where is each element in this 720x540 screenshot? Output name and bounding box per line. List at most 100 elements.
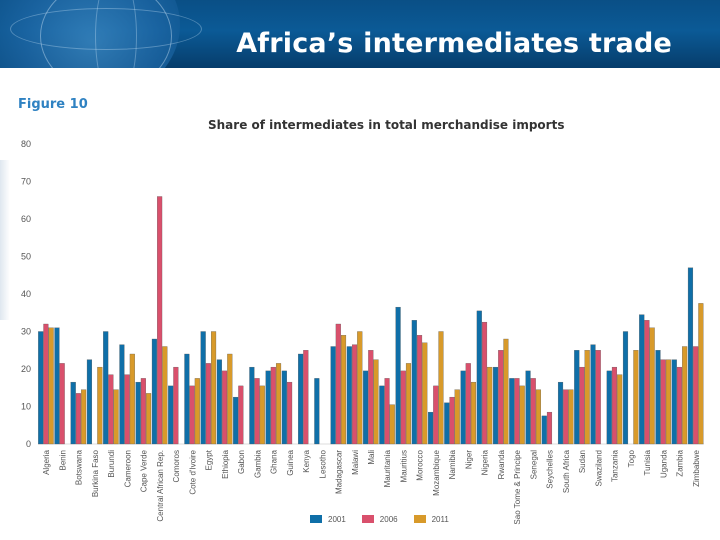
y-tick-label: 60 [21,214,31,224]
x-tick-label: South Africa [562,449,571,493]
x-tick-label: Madagascar [335,450,344,494]
bar-2011 [438,331,444,445]
y-tick-label: 30 [21,327,31,337]
bar-2006 [205,363,211,445]
bar-2001 [606,370,612,445]
bar-2001 [38,331,44,445]
bar-2001 [574,350,580,445]
legend-label: 2001 [328,514,346,524]
bar-2006 [481,321,488,445]
bar-2006 [660,359,666,445]
bar-2011 [487,366,493,445]
bar-2011 [97,366,103,445]
bar-2011 [535,389,541,445]
x-tick-label: Tunisia [643,449,652,475]
bar-2001 [135,381,141,445]
x-tick-label: Sao Tome & Principe [513,449,522,524]
bar-2011 [275,363,282,445]
bar-2001 [687,267,694,445]
bar-2001 [622,331,629,445]
bar-2001 [330,346,336,445]
x-tick-label: Cote d'Ivoire [188,449,197,494]
bar-2006 [43,323,49,445]
bar-2011 [568,389,574,445]
bar-2001 [151,338,157,445]
x-tick-label: Mali [367,450,376,465]
bar-2006 [108,374,114,445]
bar-2006 [595,350,601,445]
bar-2001 [476,310,482,445]
bar-2001 [493,366,499,445]
bar-2001 [444,402,450,445]
bar-2001 [265,370,271,445]
bar-2006 [530,378,536,445]
bar-2011 [682,346,688,445]
bar-2011 [81,389,87,445]
bar-2006 [75,393,81,445]
y-tick-label: 50 [21,252,31,262]
x-tick-label: Togo [627,449,636,467]
legend-swatch [413,515,426,523]
legend-item: 2011 [413,514,449,524]
bar-2006 [124,374,130,445]
bar-2001 [200,331,206,445]
bar-2011 [227,353,233,445]
y-tick-label: 10 [21,402,31,412]
bar-2001 [103,331,109,445]
bar-2011 [698,303,704,445]
bar-2001 [525,370,531,445]
bar-2011 [422,342,428,445]
y-tick-label: 70 [21,177,31,187]
x-tick-label: Sudan [578,450,587,473]
bar-2006 [140,378,146,445]
bar-2006 [189,385,195,445]
legend-label: 2006 [379,514,398,524]
x-tick-label: Comoros [172,450,181,482]
x-tick-label: Malawi [351,450,360,475]
bar-2011 [48,327,54,445]
x-tick-label: Namibia [448,449,457,479]
bar-2006 [416,335,423,445]
legend-swatch [361,515,374,523]
bar-2001 [395,306,401,445]
chart-title: Share of intermediates in total merchand… [208,118,565,132]
x-tick-label: Ghana [270,449,279,474]
bar-2001 [54,327,60,445]
chart-legend: 2001 2006 2011 [310,512,465,526]
legend-swatch [310,515,322,523]
x-tick-label: Botswana [75,449,84,485]
bar-2011 [665,359,671,445]
bar-2001 [86,359,93,445]
globe-gridline [95,0,137,68]
bar-2011 [340,335,347,445]
bar-2011 [259,385,265,445]
figure-label: Figure 10 [18,97,88,112]
legend-item: 2001 [310,515,346,524]
bar-2006 [693,346,699,445]
bar-2001 [70,381,76,445]
bar-2006 [173,366,179,445]
title-banner: Africa’s intermediates trade [0,0,720,68]
bar-2001 [233,396,239,445]
bar-2011 [146,393,152,445]
bar-2011 [405,363,412,445]
x-tick-label: Central African Rep. [156,450,165,522]
bar-2006 [384,378,390,445]
bar-2006 [676,366,682,445]
x-tick-label: Ethiopia [221,449,230,478]
legend-label: 2011 [431,514,449,524]
bar-2001 [249,366,255,445]
x-tick-label: Zambia [676,449,685,476]
x-tick-label: Algeria [42,449,51,474]
x-tick-label: Cape Verde [140,449,149,492]
bar-2006 [222,370,228,445]
bar-2001 [298,353,304,445]
bar-2011 [503,338,509,445]
bar-2011 [519,385,525,445]
bar-2006 [59,363,65,445]
x-tick-label: Mauritania [383,449,392,487]
bar-2011 [584,350,590,445]
y-tick-label: 40 [21,289,31,299]
bar-2001 [639,314,645,445]
bar-2006 [400,370,406,445]
